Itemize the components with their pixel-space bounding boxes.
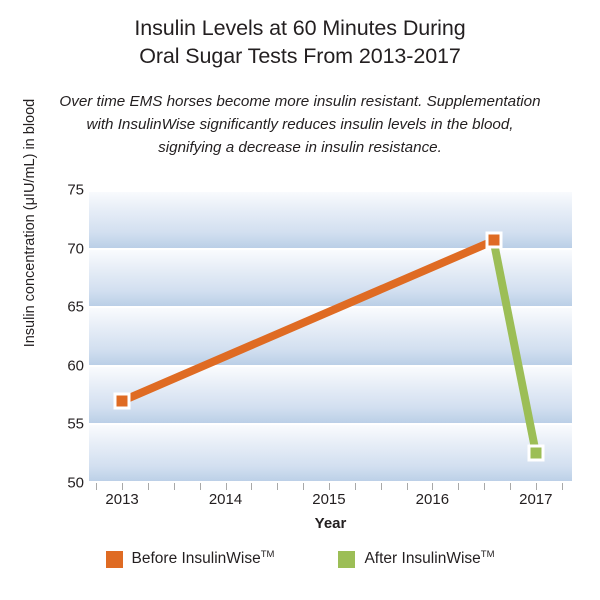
series-line-before-insulinwise [120, 236, 497, 405]
x-tick-mark [199, 483, 201, 490]
y-axis-tick-labels: 75 70 65 60 55 50 [40, 182, 84, 492]
x-tick-mark [561, 483, 563, 490]
chart-subtitle-line-3: signifying a decrease in insulin resista… [158, 139, 442, 156]
data-point-marker [113, 392, 131, 410]
x-tick-mark [225, 483, 227, 490]
x-tick-mark [96, 483, 98, 490]
x-tick-mark [251, 483, 253, 490]
x-tick-mark [173, 483, 175, 490]
x-tick-mark [148, 483, 149, 490]
chart-title: Insulin Levels at 60 Minutes During Oral… [0, 14, 600, 70]
legend-swatch-before-insulinwise [105, 551, 123, 568]
x-tick-mark [509, 483, 511, 490]
y-tick-label: 70 [67, 240, 84, 258]
y-axis-title: Insulin concentration (μIU/mL) in blood [22, 98, 38, 348]
legend-swatch-after-insulinwise [338, 551, 356, 568]
chart-legend: Before InsulinWiseTM After InsulinWiseTM [0, 549, 600, 569]
x-tick-mark [535, 483, 537, 490]
plot-band [89, 424, 572, 483]
trademark-mark: TM [480, 548, 495, 560]
x-axis-ticks [89, 483, 572, 491]
x-tick-mark [458, 483, 460, 490]
y-tick-label: 55 [67, 415, 84, 433]
legend-label-before-insulinwise: Before InsulinWiseTM [131, 548, 275, 567]
x-tick-mark [380, 483, 382, 490]
gridline [89, 247, 572, 250]
legend-label-after-insulinwise: After InsulinWiseTM [364, 548, 495, 567]
chart-subtitle: Over time EMS horses become more insulin… [30, 90, 570, 159]
plot-band [89, 248, 572, 308]
x-tick-label: 2017 [519, 491, 553, 508]
x-tick-mark [122, 483, 124, 490]
x-tick-label: 2014 [208, 491, 243, 508]
x-tick-label: 2015 [312, 491, 346, 508]
series-lines [120, 236, 540, 454]
y-tick-label: 50 [67, 474, 84, 492]
data-point-marker [527, 444, 545, 462]
x-tick-mark [484, 483, 486, 490]
chart-title-line-2: Oral Sugar Tests From 2013-2017 [139, 44, 461, 68]
x-tick-label: 2013 [105, 491, 139, 508]
plot-band [89, 307, 572, 366]
x-tick-mark [328, 483, 330, 490]
plot-area [89, 190, 572, 483]
x-tick-mark [277, 483, 279, 490]
legend-entry-after-insulinwise[interactable]: After InsulinWiseTM [338, 549, 494, 569]
gridline [89, 190, 572, 192]
gridline [89, 423, 572, 426]
x-tick-mark [303, 483, 305, 490]
x-tick-mark [406, 483, 408, 490]
x-axis-title: Year [314, 515, 347, 532]
plot-band [89, 365, 572, 425]
chart-title-line-1: Insulin Levels at 60 Minutes During [134, 16, 466, 40]
y-tick-label: 60 [67, 357, 84, 375]
series-line-after-insulinwise [490, 244, 540, 454]
x-tick-mark [432, 483, 434, 490]
x-tick-mark [354, 483, 356, 490]
trademark-mark: TM [260, 548, 275, 560]
gridline [89, 481, 572, 483]
y-tick-label: 65 [67, 298, 84, 316]
x-axis-tick-labels: 2013 2014 2015 2016 2017 [89, 491, 572, 513]
y-tick-label: 75 [67, 181, 84, 199]
chart-subtitle-line-2: with InsulinWise significantly reduces i… [86, 116, 514, 133]
x-tick-label: 2016 [415, 491, 450, 508]
data-point-marker [485, 231, 503, 249]
legend-entry-before-insulinwise[interactable]: Before InsulinWiseTM [105, 548, 275, 569]
gridline [89, 364, 572, 367]
chart-subtitle-line-1: Over time EMS horses become more insulin… [59, 93, 541, 110]
